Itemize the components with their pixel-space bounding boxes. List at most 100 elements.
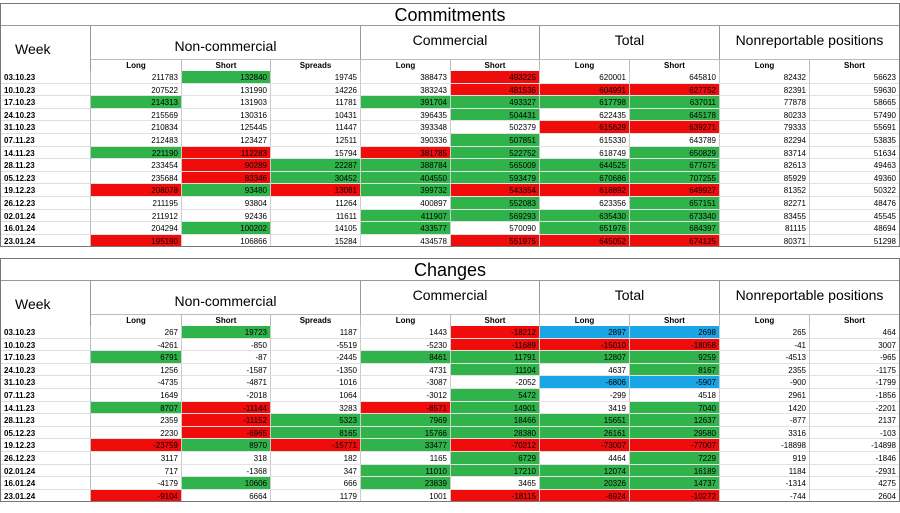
table-cell: 504431 (451, 108, 540, 122)
table-cell: 17210 (451, 464, 540, 478)
table-cell: 4518 (630, 389, 720, 402)
group-header: Total (540, 25, 720, 59)
table-cell: 182 (271, 452, 361, 465)
week-label: 02.01.24 (0, 464, 91, 478)
table-cell: -3087 (361, 376, 451, 389)
table-cell: 45545 (810, 209, 900, 223)
table-cell: 8970 (182, 439, 271, 452)
week-label: 14.11.23 (0, 146, 91, 160)
table-cell: 507851 (451, 134, 540, 147)
table-cell: 8461 (361, 351, 451, 364)
table-cell: 82271 (720, 197, 810, 210)
table-cell: -11152 (182, 414, 271, 427)
table-cell: 208078 (91, 184, 182, 197)
week-label: 16.01.24 (0, 477, 91, 490)
table-cell: -1856 (810, 389, 900, 402)
column-header: Short (451, 59, 540, 71)
table-cell: 131990 (182, 83, 271, 97)
table-cell: 5472 (451, 389, 540, 402)
table-cell: 569293 (451, 209, 540, 223)
column-header: Long (361, 314, 451, 326)
table-cell: 673340 (630, 209, 720, 223)
table-cell: 15766 (361, 426, 451, 440)
week-label: 14.11.23 (0, 401, 91, 415)
table-cell: 1179 (271, 489, 361, 503)
table-cell: 4637 (540, 363, 630, 377)
table-cell: 1443 (361, 326, 451, 339)
table-cell: 639271 (630, 121, 720, 134)
table-cell: 106866 (182, 234, 271, 248)
table-cell: -877 (720, 414, 810, 427)
table-cell: 650829 (630, 146, 720, 160)
table-cell: 77878 (720, 96, 810, 109)
table-cell: 481536 (451, 83, 540, 97)
group-header: Commercial (361, 280, 540, 314)
week-header: Week (0, 25, 91, 71)
table-cell: -6806 (540, 376, 630, 389)
table-cell: 9259 (630, 351, 720, 364)
table-cell: 383243 (361, 83, 451, 97)
table-cell: -965 (810, 351, 900, 364)
table-cell: 1064 (271, 389, 361, 402)
table-cell: -23759 (91, 439, 182, 452)
table-cell: 28380 (451, 426, 540, 440)
week-label: 17.10.23 (0, 96, 91, 109)
week-label: 05.12.23 (0, 171, 91, 185)
table-cell: 1016 (271, 376, 361, 389)
table-cell: 132840 (182, 71, 271, 84)
table-cell: 10431 (271, 108, 361, 122)
table-cell: 204294 (91, 222, 182, 235)
table-cell: 80233 (720, 108, 810, 122)
group-header: Commercial (361, 25, 540, 59)
table-cell: 51634 (810, 146, 900, 160)
table-cell: -6924 (540, 489, 630, 503)
table-cell: 30452 (271, 171, 361, 185)
table-cell: 59630 (810, 83, 900, 97)
table-cell: 2355 (720, 363, 810, 377)
week-label: 26.12.23 (0, 452, 91, 465)
table-cell: 3117 (91, 452, 182, 465)
table-cell: 645810 (630, 71, 720, 84)
table-cell: 919 (720, 452, 810, 465)
week-label: 10.10.23 (0, 83, 91, 97)
table-cell: 396435 (361, 108, 451, 122)
table-cell: 2359 (91, 414, 182, 427)
column-header: Short (451, 314, 540, 326)
table-cell: 622435 (540, 108, 630, 122)
table-cell: 543354 (451, 184, 540, 197)
column-header: Short (630, 59, 720, 71)
week-label: 16.01.24 (0, 222, 91, 235)
table-cell: 1256 (91, 363, 182, 377)
table-cell: 1001 (361, 489, 451, 503)
table-cell: 19745 (271, 71, 361, 84)
table-cell: 11264 (271, 197, 361, 210)
table-cell: 6791 (91, 351, 182, 364)
table-cell: 618892 (540, 184, 630, 197)
table-cell: 623356 (540, 197, 630, 210)
table-cell: 235684 (91, 171, 182, 185)
column-header: Short (182, 314, 271, 326)
table-cell: -87 (182, 351, 271, 364)
column-header: Long (720, 59, 810, 71)
table-cell: 8167 (630, 363, 720, 377)
table-cell: -77007 (630, 439, 720, 452)
table-cell: 657151 (630, 197, 720, 210)
table-cell: -4261 (91, 338, 182, 352)
table-cell: -18115 (451, 489, 540, 503)
table-cell: 493225 (451, 71, 540, 84)
table-cell: -18212 (451, 326, 540, 339)
table-cell: 51298 (810, 234, 900, 248)
table-cell: 707255 (630, 171, 720, 185)
group-header: Nonreportable positions (720, 25, 900, 59)
table-cell: 214313 (91, 96, 182, 109)
table-cell: -4179 (91, 477, 182, 490)
group-header: Nonreportable positions (720, 280, 900, 314)
table-cell: 211912 (91, 209, 182, 223)
table-cell: -4513 (720, 351, 810, 364)
table-cell: -8571 (361, 401, 451, 415)
table-cell: 100202 (182, 222, 271, 235)
table-cell: 670686 (540, 171, 630, 185)
table-cell: 637011 (630, 96, 720, 109)
table-cell: 211783 (91, 71, 182, 84)
table-cell: 644525 (540, 159, 630, 172)
